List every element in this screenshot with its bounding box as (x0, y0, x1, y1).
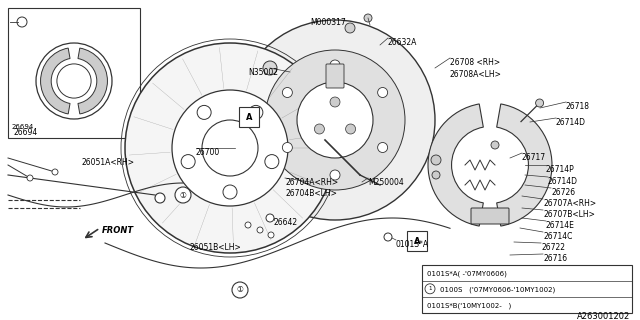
Circle shape (297, 82, 373, 158)
Text: 26722: 26722 (541, 243, 565, 252)
Wedge shape (78, 48, 108, 114)
Circle shape (249, 105, 263, 119)
Circle shape (268, 232, 274, 238)
Bar (8, 8, 140, 138)
Text: ①: ① (237, 285, 243, 294)
Circle shape (346, 124, 356, 134)
Circle shape (265, 50, 405, 190)
Circle shape (536, 99, 543, 107)
Text: 26694: 26694 (14, 128, 38, 137)
Circle shape (432, 171, 440, 179)
Wedge shape (40, 48, 70, 114)
Circle shape (155, 193, 165, 203)
Circle shape (245, 222, 251, 228)
Circle shape (125, 43, 335, 253)
Wedge shape (428, 104, 483, 226)
Circle shape (52, 169, 58, 175)
FancyBboxPatch shape (239, 107, 259, 127)
Circle shape (172, 90, 288, 206)
Text: 26051B<LH>: 26051B<LH> (190, 243, 242, 252)
Text: A263001202: A263001202 (577, 312, 630, 320)
Text: 0101S*B('10MY1002-   ): 0101S*B('10MY1002- ) (427, 302, 511, 309)
Circle shape (175, 187, 191, 203)
Text: 26714C: 26714C (543, 232, 572, 241)
Circle shape (330, 97, 340, 107)
Text: A: A (246, 113, 252, 122)
Text: 0100S   ('07MY0606-'10MY1002): 0100S ('07MY0606-'10MY1002) (440, 286, 556, 293)
Text: ①: ① (436, 281, 444, 290)
Circle shape (282, 142, 292, 153)
Wedge shape (497, 104, 552, 226)
FancyBboxPatch shape (326, 64, 344, 88)
Text: 1: 1 (428, 286, 432, 291)
Text: 26714D: 26714D (548, 177, 578, 186)
Text: 26714P: 26714P (546, 165, 575, 174)
Circle shape (378, 87, 388, 98)
Text: M000317: M000317 (310, 18, 346, 27)
Circle shape (223, 185, 237, 199)
Text: ①: ① (180, 190, 186, 199)
Text: 26700: 26700 (196, 148, 220, 157)
Text: 26051A<RH>: 26051A<RH> (82, 158, 135, 167)
Text: 26704B<LH>: 26704B<LH> (285, 189, 337, 198)
Text: 26718: 26718 (566, 102, 590, 111)
Text: N35002: N35002 (248, 68, 278, 77)
Circle shape (378, 142, 388, 153)
Circle shape (314, 124, 324, 134)
Text: 26708 <RH>: 26708 <RH> (450, 58, 500, 67)
Text: M250004: M250004 (368, 178, 404, 187)
Circle shape (265, 155, 279, 169)
Circle shape (257, 227, 263, 233)
Bar (422, 265, 632, 313)
Text: 26726: 26726 (551, 188, 575, 197)
Circle shape (232, 282, 248, 298)
Circle shape (202, 120, 258, 176)
Text: 26707A<RH>: 26707A<RH> (543, 199, 596, 208)
Text: 26714E: 26714E (546, 221, 575, 230)
Circle shape (384, 233, 392, 241)
Circle shape (364, 14, 372, 22)
Text: A: A (413, 236, 420, 245)
Text: 26707B<LH>: 26707B<LH> (543, 210, 595, 219)
Circle shape (425, 284, 435, 294)
Text: FRONT: FRONT (102, 226, 134, 235)
Circle shape (181, 155, 195, 169)
Circle shape (263, 61, 277, 75)
Circle shape (266, 214, 274, 222)
Circle shape (27, 175, 33, 181)
Text: 26704A<RH>: 26704A<RH> (285, 178, 338, 187)
Circle shape (431, 155, 441, 165)
FancyBboxPatch shape (407, 231, 427, 251)
Circle shape (282, 87, 292, 98)
Text: 26708A<LH>: 26708A<LH> (450, 70, 502, 79)
Circle shape (330, 170, 340, 180)
Text: 26642: 26642 (274, 218, 298, 227)
Circle shape (197, 105, 211, 119)
Text: 26714D: 26714D (556, 118, 586, 127)
Circle shape (330, 60, 340, 70)
Text: 0101S*A: 0101S*A (396, 240, 429, 249)
Text: 0101S*A( -'07MY0606): 0101S*A( -'07MY0606) (427, 270, 507, 277)
Circle shape (345, 23, 355, 33)
Text: 26716: 26716 (543, 254, 567, 263)
Text: 26632A: 26632A (388, 38, 417, 47)
FancyBboxPatch shape (471, 208, 509, 224)
Circle shape (432, 277, 448, 293)
Text: 26717: 26717 (522, 153, 546, 162)
Text: 26694: 26694 (12, 124, 35, 130)
Circle shape (235, 20, 435, 220)
Circle shape (491, 141, 499, 149)
